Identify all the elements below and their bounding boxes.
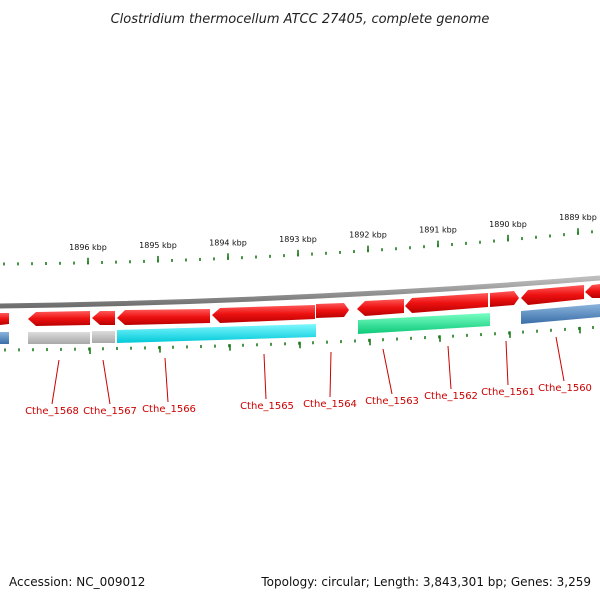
feature-track xyxy=(0,304,600,344)
major-ticks xyxy=(87,228,579,265)
green-feature xyxy=(358,313,490,334)
gene-label: Cthe_1568 xyxy=(25,406,79,417)
gene-label: Cthe_1566 xyxy=(142,404,196,415)
kbp-label: 1896 kbp xyxy=(69,243,107,252)
gene-leader-line xyxy=(555,336,565,382)
cds-feature xyxy=(316,303,349,318)
cds-feature xyxy=(405,293,488,313)
kbp-label: 1893 kbp xyxy=(279,235,317,244)
kbp-label: 1889 kbp xyxy=(559,213,597,222)
gene-leader-line xyxy=(51,359,60,405)
cds-feature xyxy=(490,291,519,307)
kbp-label: 1892 kbp xyxy=(349,231,387,240)
cds-feature xyxy=(28,311,90,326)
kbp-label: 1894 kbp xyxy=(209,238,247,247)
gene-leader-line xyxy=(505,340,509,386)
gene-labels: Cthe_1568 Cthe_1567 Cthe_1566 Cthe_1565 Cthe… xyxy=(25,336,592,417)
cds-feature xyxy=(92,311,115,325)
gene-label: Cthe_1563 xyxy=(365,396,419,407)
gene-leader-line xyxy=(329,351,332,398)
cds-feature xyxy=(521,285,584,305)
kbp-labels: 1896 kbp 1895 kbp 1894 kbp 1893 kbp 1892 kbp… xyxy=(69,213,597,252)
cds-feature xyxy=(357,299,404,316)
kbp-label: 1891 kbp xyxy=(419,226,457,235)
gene-label: Cthe_1560 xyxy=(538,383,592,394)
gene-leader-line xyxy=(164,357,169,403)
gray-feature xyxy=(28,332,90,344)
cds-track xyxy=(0,284,600,326)
gene-label: Cthe_1561 xyxy=(481,387,535,398)
cds-feature xyxy=(212,305,315,323)
gene-label: Cthe_1564 xyxy=(303,399,357,410)
genome-summary-text: Topology: circular; Length: 3,843,301 bp… xyxy=(260,575,591,589)
gene-label: Cthe_1567 xyxy=(83,406,137,417)
gene-leader-line xyxy=(263,353,267,400)
blue-feature xyxy=(0,332,9,344)
gene-leader-line xyxy=(382,348,393,395)
map-title: Clostridium thermocellum ATCC 27405, com… xyxy=(111,12,490,27)
gene-leader-line xyxy=(102,359,111,405)
genome-backbone xyxy=(0,275,600,309)
gene-label: Cthe_1565 xyxy=(240,401,294,412)
gray-feature xyxy=(92,331,115,343)
lower-ticks xyxy=(4,325,594,354)
cds-feature xyxy=(0,313,9,325)
gene-leader-line xyxy=(447,345,452,390)
kbp-label: 1890 kbp xyxy=(489,220,527,229)
kbp-label: 1895 kbp xyxy=(139,241,177,250)
cds-feature xyxy=(117,309,210,325)
blue-feature xyxy=(521,304,600,324)
accession-text: Accession: NC_009012 xyxy=(9,575,145,589)
gene-label: Cthe_1562 xyxy=(424,391,478,402)
cds-feature xyxy=(585,284,600,298)
cyan-feature xyxy=(117,324,316,343)
